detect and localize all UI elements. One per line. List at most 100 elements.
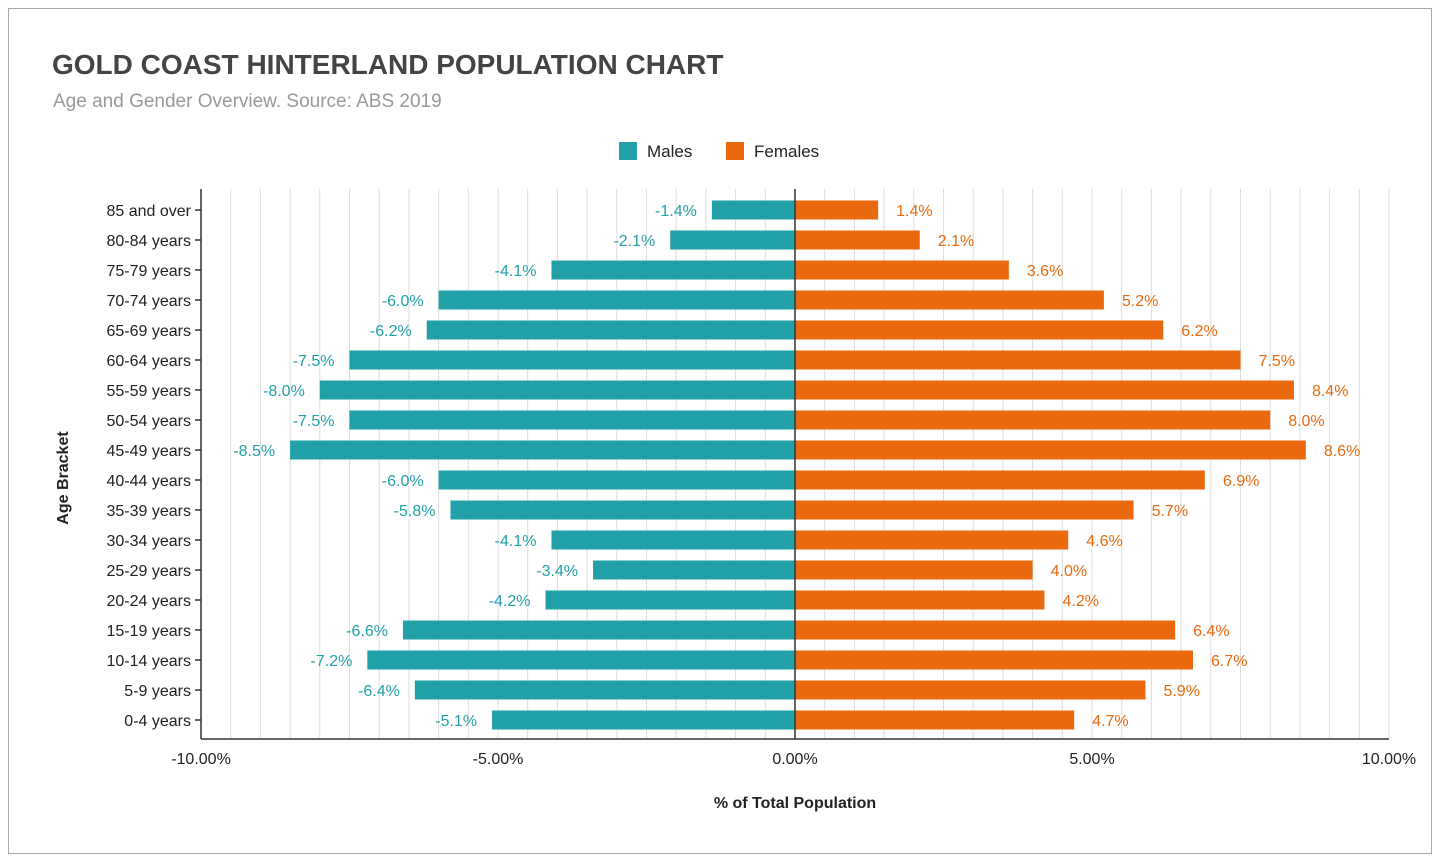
bar-males [593, 560, 795, 580]
legend-swatch-males [619, 142, 637, 160]
bar-females [795, 260, 1009, 280]
y-tick-label: 5-9 years [124, 683, 191, 700]
bar-males [290, 440, 795, 460]
data-label-females: 1.4% [896, 203, 932, 220]
data-label-males: -6.0% [382, 473, 424, 490]
data-label-females: 8.0% [1288, 413, 1324, 430]
data-label-males: -8.0% [263, 383, 305, 400]
bar-females [795, 650, 1193, 670]
bar-females [795, 320, 1164, 340]
data-label-females: 4.2% [1062, 593, 1098, 610]
data-label-females: 7.5% [1259, 353, 1295, 370]
data-label-females: 5.7% [1152, 503, 1188, 520]
data-label-males: -7.5% [293, 353, 335, 370]
data-label-males: -5.8% [394, 503, 436, 520]
data-label-males: -6.2% [370, 323, 412, 340]
bar-females [795, 380, 1294, 400]
data-label-females: 4.7% [1092, 713, 1128, 730]
data-label-females: 6.2% [1181, 323, 1217, 340]
y-tick-label: 20-24 years [107, 593, 192, 610]
bar-males [492, 710, 795, 730]
legend-swatch-females [726, 142, 744, 160]
bar-females [795, 290, 1104, 310]
y-tick-label: 0-4 years [124, 713, 191, 730]
x-tick-label: 5.00% [1069, 751, 1114, 768]
y-tick-label: 50-54 years [107, 413, 192, 430]
y-tick-label: 75-79 years [107, 263, 192, 280]
bar-females [795, 560, 1033, 580]
chart-subtitle: Age and Gender Overview. Source: ABS 201… [53, 91, 442, 112]
x-tick-label: 0.00% [772, 751, 817, 768]
bar-males [551, 530, 795, 550]
bar-males [319, 380, 795, 400]
x-tick-label: -5.00% [473, 751, 524, 768]
y-tick-label: 65-69 years [107, 323, 192, 340]
bar-females [795, 620, 1176, 640]
data-label-males: -4.1% [495, 263, 537, 280]
y-tick-label: 25-29 years [107, 563, 192, 580]
bar-males [402, 620, 795, 640]
y-tick-label: 40-44 years [107, 473, 192, 490]
chart-title: GOLD COAST HINTERLAND POPULATION CHART [52, 49, 724, 80]
y-tick-label: 60-64 years [107, 353, 192, 370]
bar-males [711, 200, 795, 220]
data-label-females: 5.2% [1122, 293, 1158, 310]
data-label-males: -6.6% [346, 623, 388, 640]
data-label-females: 6.4% [1193, 623, 1229, 640]
x-axis-title: % of Total Population [714, 795, 876, 812]
data-label-females: 8.4% [1312, 383, 1348, 400]
bar-males [349, 410, 795, 430]
y-axis-title: Age Bracket [55, 431, 72, 525]
data-label-females: 8.6% [1324, 443, 1360, 460]
y-tick-label: 35-39 years [107, 503, 192, 520]
data-label-males: -1.4% [655, 203, 697, 220]
legend-label-females: Females [754, 142, 819, 161]
data-label-females: 6.7% [1211, 653, 1247, 670]
y-tick-label: 30-34 years [107, 533, 192, 550]
x-tick-label: 10.00% [1362, 751, 1416, 768]
bar-males [545, 590, 795, 610]
data-label-females: 3.6% [1027, 263, 1063, 280]
data-label-females: 5.9% [1163, 683, 1199, 700]
bar-females [795, 410, 1271, 430]
data-label-males: -4.1% [495, 533, 537, 550]
data-label-males: -7.5% [293, 413, 335, 430]
data-label-males: -8.5% [233, 443, 275, 460]
data-label-females: 4.6% [1086, 533, 1122, 550]
y-tick-label: 70-74 years [107, 293, 192, 310]
data-label-males: -6.4% [358, 683, 400, 700]
y-tick-label: 85 and over [106, 203, 191, 220]
bar-females [795, 440, 1306, 460]
x-tick-label: -10.00% [171, 751, 231, 768]
bar-males [414, 680, 795, 700]
data-label-males: -4.2% [489, 593, 531, 610]
y-tick-label: 10-14 years [107, 653, 192, 670]
bar-females [795, 470, 1205, 490]
bar-males [450, 500, 795, 520]
bar-males [551, 260, 795, 280]
data-label-males: -6.0% [382, 293, 424, 310]
bar-males [670, 230, 795, 250]
data-label-males: -2.1% [613, 233, 655, 250]
data-label-females: 2.1% [938, 233, 974, 250]
legend-label-males: Males [647, 142, 692, 161]
bar-females [795, 590, 1045, 610]
bar-males [426, 320, 795, 340]
bar-males [438, 290, 795, 310]
bar-females [795, 710, 1075, 730]
bar-females [795, 350, 1241, 370]
bar-females [795, 530, 1069, 550]
bar-females [795, 680, 1146, 700]
bar-females [795, 230, 920, 250]
bar-females [795, 200, 879, 220]
data-label-males: -5.1% [435, 713, 477, 730]
data-label-females: 6.9% [1223, 473, 1259, 490]
y-tick-label: 80-84 years [107, 233, 192, 250]
y-tick-label: 55-59 years [107, 383, 192, 400]
y-tick-label: 45-49 years [107, 443, 192, 460]
data-label-females: 4.0% [1051, 563, 1087, 580]
bar-males [367, 650, 795, 670]
bar-males [349, 350, 795, 370]
bar-males [438, 470, 795, 490]
data-label-males: -3.4% [536, 563, 578, 580]
